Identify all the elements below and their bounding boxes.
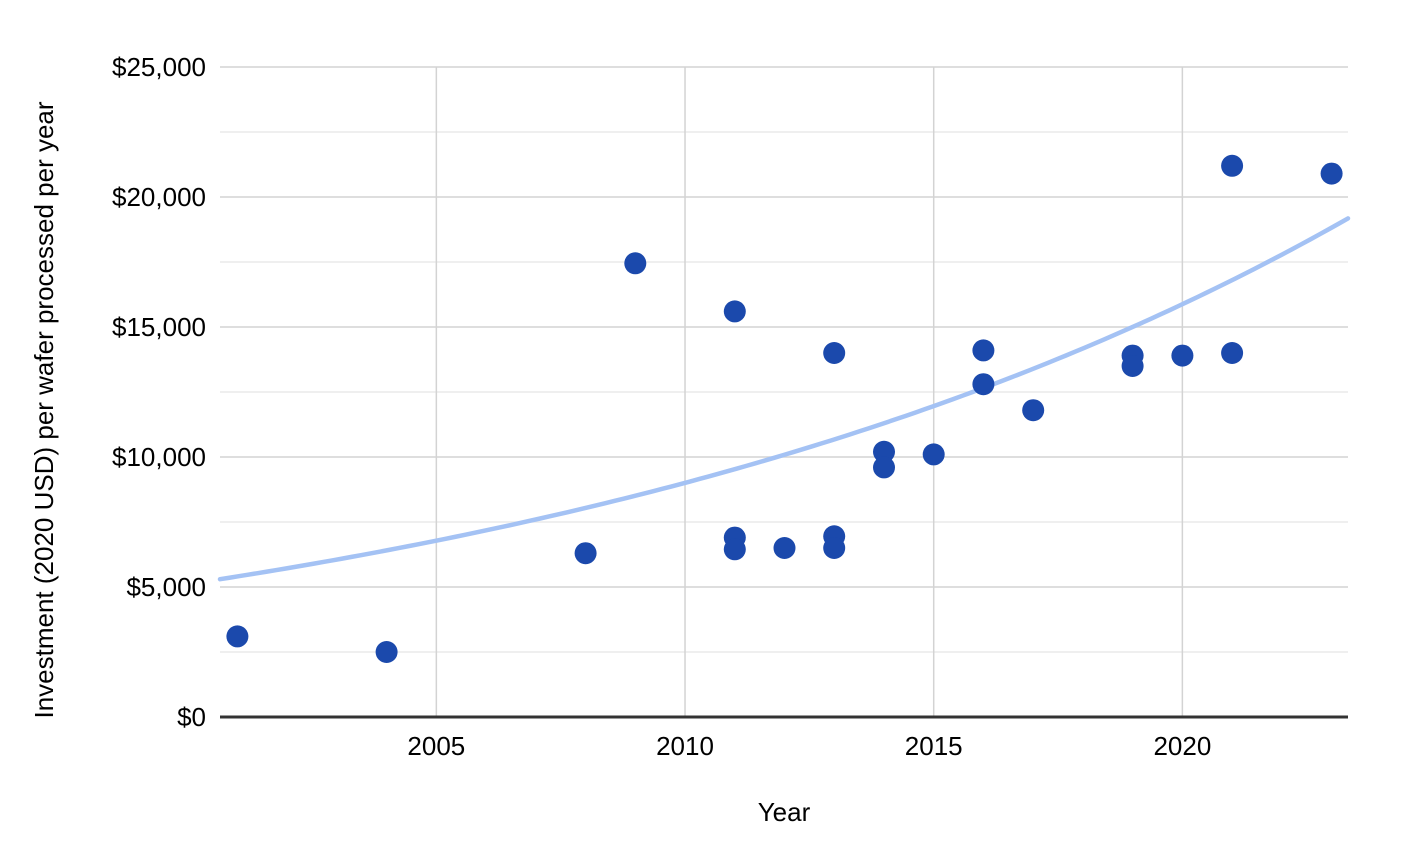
scatter-point: [1121, 355, 1144, 377]
scatter-point: [972, 373, 995, 396]
x-tick-label: 2020: [1153, 731, 1211, 761]
trendline-layer: [217, 216, 1351, 582]
scatter-point: [574, 542, 597, 565]
y-tick-label: $10,000: [112, 442, 206, 472]
gridlines-layer: [220, 66, 1348, 719]
scatter-point: [1320, 162, 1343, 185]
y-tick-label: $15,000: [112, 312, 206, 342]
scatter-point: [823, 537, 846, 559]
tick-labels-layer: $0 $5,000 $10,000 $15,000 $20,000 $25,000 2005…: [112, 52, 1211, 761]
scatter-points-layer: [226, 154, 1343, 663]
scatter-point: [1171, 344, 1194, 367]
y-tick-label: $5,000: [126, 572, 206, 602]
scatter-point: [375, 641, 398, 663]
x-axis-title: Year: [758, 797, 811, 827]
scatter-point: [873, 440, 895, 463]
trendline: [217, 216, 1351, 582]
scatter-point: [972, 339, 995, 362]
scatter-point: [873, 456, 895, 479]
scatter-point: [624, 252, 647, 275]
y-tick-label: $20,000: [112, 182, 206, 212]
scatter-point: [723, 538, 746, 561]
scatter-point: [922, 443, 945, 466]
scatter-point: [773, 537, 796, 559]
y-tick-label: $25,000: [112, 52, 206, 82]
scatter-point: [226, 625, 249, 648]
scatter-point: [1221, 154, 1244, 177]
x-tick-label: 2015: [905, 731, 963, 761]
x-tick-label: 2005: [407, 731, 465, 761]
scatter-point: [723, 300, 746, 323]
scatter-point: [1022, 399, 1045, 422]
scatter-point: [1221, 342, 1244, 364]
y-tick-label: $0: [177, 702, 206, 732]
x-tick-label: 2010: [656, 731, 714, 761]
y-axis-title: Investment (2020 USD) per wafer processe…: [29, 101, 59, 718]
scatter-point: [823, 342, 846, 364]
